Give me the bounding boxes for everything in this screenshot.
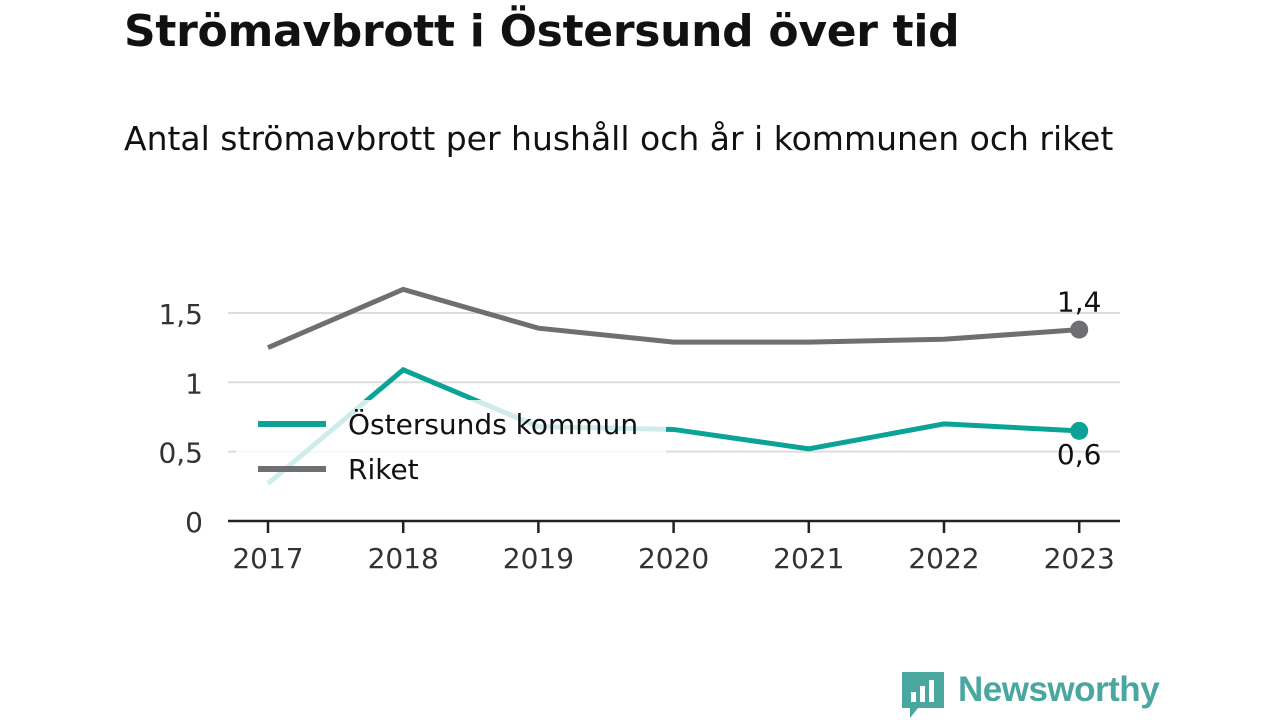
- brand: Newsworthy: [900, 670, 1160, 720]
- chart-title: Strömavbrott i Östersund över tid: [124, 6, 960, 57]
- end-labels: 1,4 0,6: [1057, 286, 1102, 471]
- end-point-riket: [1070, 320, 1089, 339]
- x-tick-label: 2022: [908, 542, 979, 575]
- x-tick-label: 2020: [638, 542, 709, 575]
- series-lines: [266, 286, 1089, 486]
- x-tick-label: 2021: [773, 542, 844, 575]
- newsworthy-logo-icon: [902, 672, 944, 718]
- y-axis-ticks: 0 0,5 1 1,5: [158, 298, 203, 539]
- brand-name: Newsworthy: [958, 670, 1160, 709]
- series-line-ostersund: [266, 366, 1080, 486]
- end-label-riket: 1,4: [1057, 286, 1102, 319]
- y-tick-label: 1,5: [158, 298, 203, 331]
- y-tick-label: 0: [185, 506, 203, 539]
- end-label-ostersund: 0,6: [1057, 438, 1102, 471]
- x-tick-label: 2018: [368, 542, 439, 575]
- legend-label-riket: Riket: [348, 453, 419, 486]
- x-tick-label: 2017: [232, 542, 303, 575]
- legend-label-ostersund: Östersunds kommun: [348, 407, 638, 441]
- line-chart: 0 0,5 1 1,5 2017 2018 2019 2020 2021 2022 2023 Ös…: [158, 286, 1120, 575]
- x-axis: 2017 2018 2019 2020 2021 2022 2023: [228, 519, 1120, 575]
- series-line-riket: [267, 286, 1080, 350]
- legend-background: [236, 400, 666, 496]
- chart-subtitle: Antal strömavbrott per hushåll och år i …: [124, 119, 1114, 158]
- end-point-ostersund: [1070, 421, 1089, 440]
- x-tick-label: 2023: [1044, 542, 1115, 575]
- y-tick-label: 0,5: [158, 437, 203, 470]
- x-tick-label: 2019: [503, 542, 574, 575]
- y-tick-label: 1: [185, 367, 203, 400]
- legend: Östersunds kommun Riket: [236, 400, 666, 496]
